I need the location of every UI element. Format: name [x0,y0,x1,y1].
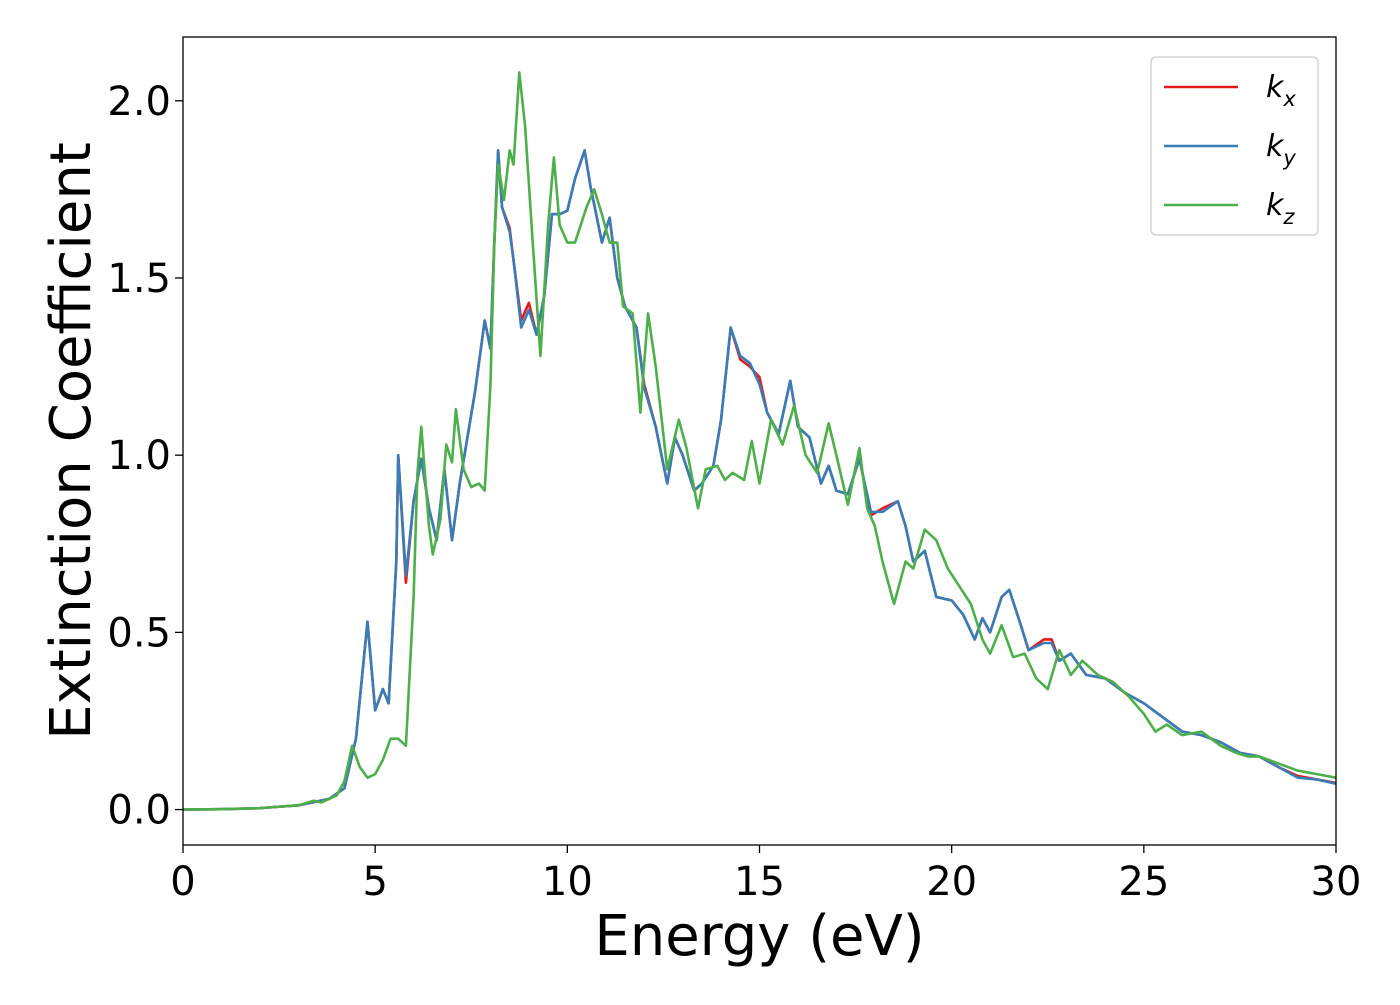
x-tick-label: 15 [734,859,785,905]
x-axis-title: Energy (eV) [594,904,924,969]
x-tick-label: 5 [362,859,387,905]
legend-item-ky: ky [1164,129,1296,170]
series-layer [183,71,1336,811]
y-tick-label: 1.0 [107,433,171,479]
legend-item-kz: kz [1164,188,1295,229]
series-line-kz [183,71,1336,811]
y-tick-label: 2.0 [107,79,171,125]
y-axis-ticks: 0.0 0.5 1.0 1.5 2.0 [107,79,183,834]
legend-items: kx ky kz [1164,70,1296,229]
legend-item-kx: kx [1164,70,1296,111]
series-line-ky [183,149,1336,811]
legend: kx ky kz [1150,56,1319,236]
legend-label-kz: kz [1266,188,1295,229]
legend-label-ky: ky [1266,129,1296,170]
x-tick-label: 20 [926,859,977,905]
y-axis-title: Extinction Coefficient [39,142,104,740]
y-tick-label: 1.5 [107,256,171,302]
y-tick-label: 0.0 [107,788,171,834]
x-tick-label: 30 [1311,859,1362,905]
x-axis-ticks: 0 5 10 15 20 25 30 [170,845,1361,905]
x-tick-label: 0 [170,859,195,905]
y-tick-label: 0.5 [107,610,171,656]
x-tick-label: 10 [542,859,593,905]
legend-label-kx: kx [1266,70,1296,111]
x-tick-label: 25 [1118,859,1169,905]
